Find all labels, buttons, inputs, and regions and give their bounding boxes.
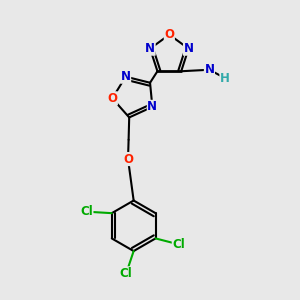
Text: N: N [147,100,158,113]
Text: N: N [145,42,155,55]
Text: N: N [204,63,214,76]
Text: N: N [121,70,130,83]
Text: H: H [220,72,230,85]
Text: Cl: Cl [172,238,185,251]
Text: O: O [164,28,174,41]
Text: N: N [184,42,194,55]
Text: O: O [123,152,133,166]
Text: Cl: Cl [120,267,133,280]
Text: O: O [107,92,117,105]
Text: Cl: Cl [80,205,93,218]
